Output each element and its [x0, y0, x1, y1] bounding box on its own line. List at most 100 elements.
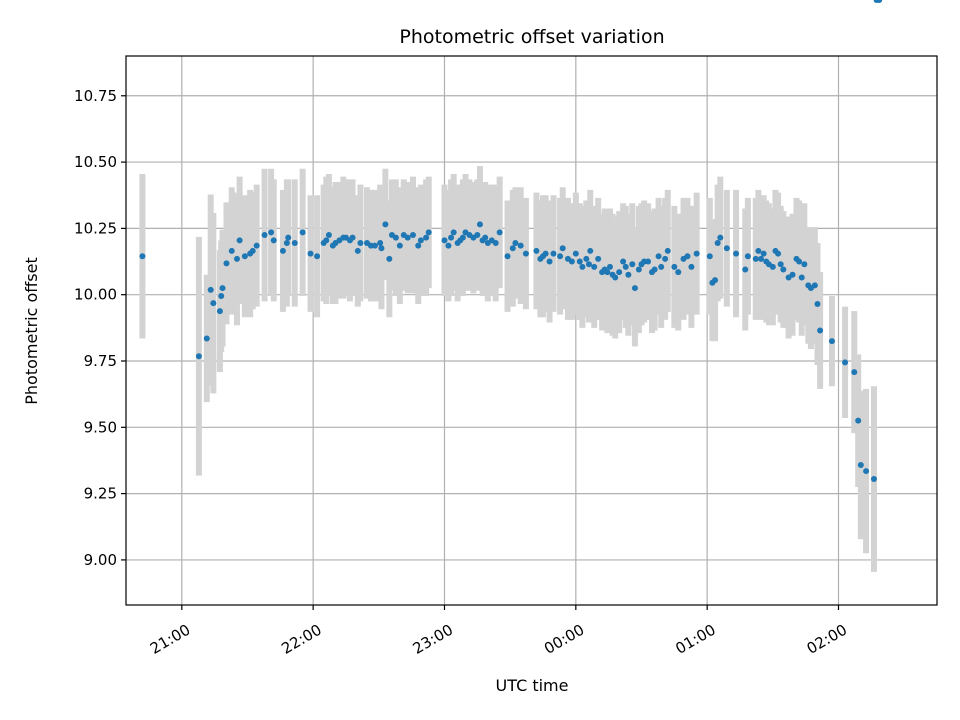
data-point — [482, 234, 489, 241]
data-point — [572, 250, 579, 257]
data-point — [550, 250, 557, 257]
data-point — [203, 335, 210, 342]
data-point — [717, 234, 724, 241]
data-point — [752, 255, 759, 262]
data-point — [542, 250, 549, 257]
data-point — [218, 293, 225, 300]
data-point — [441, 237, 448, 244]
data-point — [684, 253, 691, 260]
data-point — [512, 239, 519, 246]
data-point — [604, 269, 611, 276]
data-point — [712, 277, 719, 284]
data-point — [474, 232, 481, 239]
data-point — [448, 234, 455, 241]
data-point — [378, 245, 385, 252]
data-point — [323, 237, 330, 244]
data-point — [207, 286, 214, 293]
data-point — [314, 253, 321, 260]
data-point — [606, 263, 613, 270]
data-point — [261, 232, 268, 239]
data-point — [241, 253, 248, 260]
data-point — [714, 239, 721, 246]
data-point — [404, 234, 411, 241]
data-point — [445, 242, 452, 249]
y-axis-title: Photometric offset — [22, 257, 41, 405]
data-point — [496, 229, 503, 236]
data-point — [325, 232, 332, 239]
plot-frame — [125, 55, 938, 606]
plot-area — [125, 0, 938, 606]
data-point — [279, 247, 286, 254]
data-point — [658, 263, 665, 270]
data-point — [675, 269, 682, 276]
data-point — [755, 247, 762, 254]
data-point — [517, 242, 524, 249]
data-point — [377, 239, 384, 246]
data-point — [622, 263, 629, 270]
data-point — [801, 261, 808, 268]
data-point — [662, 255, 669, 262]
data-point — [645, 258, 652, 265]
data-point — [635, 266, 642, 273]
data-point — [760, 250, 767, 257]
data-point — [811, 282, 818, 289]
grid-lines — [126, 56, 937, 605]
data-point — [522, 250, 529, 257]
data-point — [285, 234, 292, 241]
data-point — [798, 274, 805, 281]
data-point — [415, 242, 422, 249]
y-tick-label: 10.00 — [74, 286, 117, 304]
chart-title: Photometric offset variation — [399, 26, 664, 48]
data-point — [557, 253, 564, 260]
data-point — [509, 245, 516, 252]
data-point — [723, 245, 730, 252]
data-point — [828, 338, 835, 345]
data-point — [595, 255, 602, 262]
y-tick-label: 9.25 — [84, 485, 117, 503]
data-point — [585, 261, 592, 268]
data-point — [616, 269, 623, 276]
data-point — [651, 266, 658, 273]
data-point — [612, 274, 619, 281]
data-point — [228, 247, 235, 254]
data-point — [417, 237, 424, 244]
data-point — [409, 232, 416, 239]
data-point — [693, 250, 700, 257]
data-point — [625, 271, 632, 278]
data-point — [796, 258, 803, 265]
data-point — [631, 285, 638, 292]
data-point — [371, 242, 378, 249]
data-point — [349, 234, 356, 241]
y-axis: 9.00 9.25 9.50 9.75 10.00 10.25 10.50 10.75 — [74, 87, 126, 569]
data-point — [233, 255, 240, 262]
data-point — [591, 263, 598, 270]
data-point — [769, 263, 776, 270]
y-tick-label: 9.50 — [84, 418, 117, 436]
data-point — [268, 229, 275, 236]
y-tick-label: 9.00 — [84, 551, 117, 569]
data-point — [775, 250, 782, 257]
data-point — [423, 234, 430, 241]
data-point — [504, 253, 511, 260]
data-point — [392, 234, 399, 241]
data-point — [664, 247, 671, 254]
data-point — [425, 229, 432, 236]
data-point — [283, 239, 290, 246]
data-point — [688, 263, 695, 270]
data-point — [742, 266, 749, 273]
data-point — [195, 353, 202, 360]
data-point — [789, 271, 796, 278]
data-point — [857, 461, 864, 468]
data-point — [870, 476, 877, 483]
data-point — [219, 285, 226, 292]
data-points — [139, 0, 883, 483]
data-point — [236, 237, 243, 244]
data-point — [533, 247, 540, 254]
data-point — [842, 359, 849, 366]
data-point — [876, 0, 883, 3]
data-point — [307, 250, 314, 257]
data-point — [291, 239, 298, 246]
data-point — [568, 258, 575, 265]
data-point — [780, 266, 787, 273]
